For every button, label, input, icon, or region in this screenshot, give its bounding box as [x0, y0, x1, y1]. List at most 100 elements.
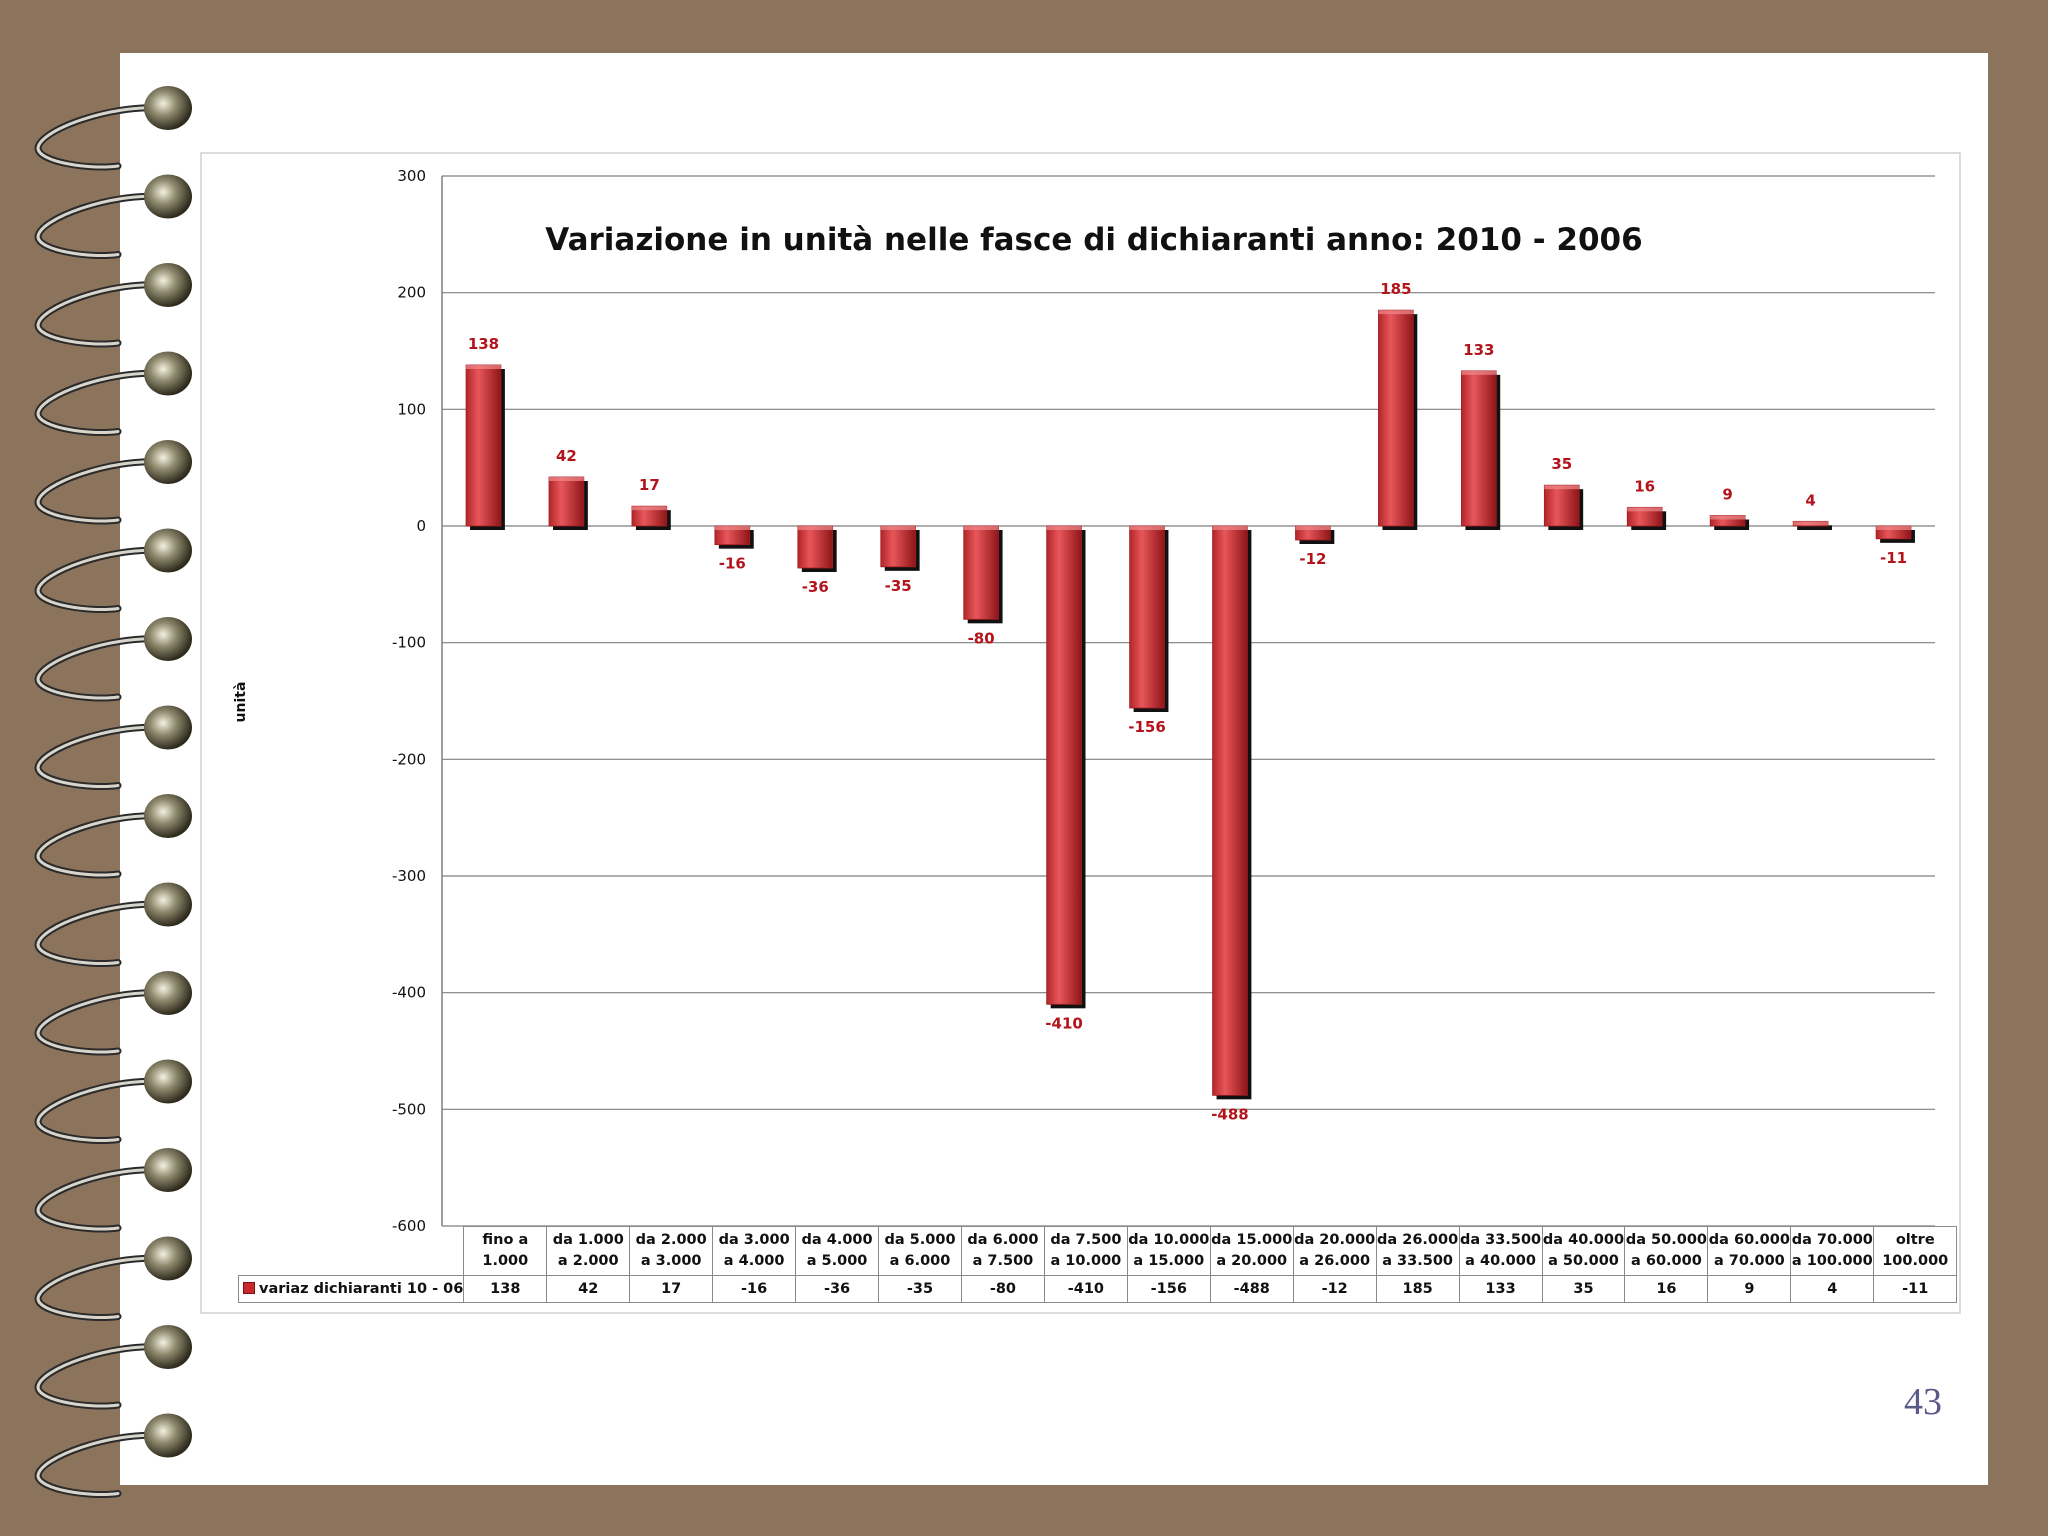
- table-value-cell: 4: [1790, 1275, 1875, 1303]
- table-value-cell: -11: [1873, 1275, 1958, 1303]
- data-label: 9: [1722, 486, 1732, 504]
- bar: [465, 364, 502, 527]
- legend-key: [243, 1281, 255, 1294]
- page-number: 43: [1904, 1381, 1942, 1423]
- bar-highlight: [1627, 507, 1663, 512]
- bar-highlight: [797, 526, 833, 530]
- data-label: -11: [1880, 549, 1907, 567]
- binding-hole: [144, 1413, 192, 1458]
- bar: [963, 525, 999, 620]
- bar: [797, 525, 834, 569]
- data-label: -12: [1299, 550, 1326, 568]
- bar: [1129, 525, 1165, 709]
- table-value-cell: -488: [1209, 1275, 1294, 1303]
- table-category-cell: oltre 100.000: [1873, 1226, 1958, 1276]
- bar-highlight: [1295, 526, 1331, 530]
- table-category-cell: da 2.000 a 3.000: [629, 1226, 714, 1276]
- data-label: 133: [1463, 341, 1494, 359]
- table-value-cell: -156: [1126, 1275, 1211, 1303]
- bar-highlight: [1212, 526, 1248, 530]
- y-tick-label: -300: [392, 867, 426, 885]
- bars: [465, 309, 1915, 1100]
- table-value-cell: 17: [629, 1275, 714, 1303]
- table-category-cell: fino a 1.000: [463, 1226, 548, 1276]
- spiral-wire-highlight: [36, 371, 167, 435]
- y-tick-label: 200: [397, 284, 426, 302]
- spiral-wire-highlight: [36, 637, 167, 700]
- bar: [1543, 484, 1580, 527]
- legend-entry: variaz dichiaranti 10 - 06: [237, 1275, 465, 1303]
- table-value-cell: -16: [712, 1275, 797, 1303]
- spiral-wire-highlight: [36, 1433, 167, 1497]
- data-label: 17: [639, 476, 660, 494]
- table-category-cell: da 1.000 a 2.000: [546, 1226, 631, 1276]
- table-category-cell: da 4.000 a 5.000: [795, 1226, 880, 1276]
- binding-hole: [144, 263, 192, 307]
- spiral-wire-highlight: [36, 1345, 167, 1408]
- table-value-cell: 9: [1707, 1275, 1792, 1303]
- binding-hole: [144, 794, 192, 838]
- spiral-wire-highlight: [36, 1256, 167, 1320]
- binding-hole: [144, 617, 192, 661]
- spiral-wire-highlight: [36, 194, 167, 258]
- spiral-wire-highlight: [36, 991, 167, 1054]
- data-label: -35: [885, 577, 912, 595]
- legend-label: variaz dichiaranti 10 - 06: [259, 1280, 464, 1297]
- table-category-cell: da 40.000 a 50.000: [1541, 1226, 1626, 1276]
- spiral-wire-highlight: [36, 1079, 167, 1143]
- table-value-cell: 138: [463, 1275, 548, 1303]
- data-label: -16: [719, 555, 746, 573]
- bar-highlight: [1876, 526, 1911, 530]
- bar-highlight: [714, 526, 750, 530]
- binding-hole: [144, 705, 192, 750]
- bar: [1046, 525, 1082, 1005]
- spiral-wire-highlight: [36, 902, 167, 966]
- binding-hole: [144, 1148, 192, 1192]
- y-tick-label: 0: [416, 517, 426, 535]
- table-category-cell: da 5.000 a 6.000: [878, 1226, 962, 1276]
- data-label: 185: [1380, 280, 1411, 298]
- spiral-wire-highlight: [36, 283, 167, 346]
- bar-highlight: [1793, 521, 1829, 526]
- table-category-cell: da 33.500 a 40.000: [1458, 1226, 1543, 1276]
- table-value-cell: 35: [1541, 1275, 1626, 1303]
- bar-highlight: [548, 477, 584, 481]
- spiral-wire-highlight: [36, 814, 167, 877]
- binding-hole: [144, 971, 192, 1015]
- binding-hole: [144, 174, 192, 219]
- data-label: -488: [1211, 1105, 1249, 1123]
- y-tick-label: 100: [397, 400, 426, 418]
- data-labels: 138 42 17 -16 -36 -35 -80 -410 -156 -488 -12 185 133…: [468, 280, 1907, 1123]
- binding-hole: [144, 1325, 192, 1369]
- spiral-wire-highlight: [36, 106, 167, 169]
- chart-title: Variazione in unità nelle fasce di dichi…: [545, 222, 1642, 258]
- spiral-wire-highlight: [36, 725, 167, 789]
- table-value-cell: 42: [546, 1275, 631, 1303]
- data-label: -36: [802, 578, 829, 596]
- binding-hole: [144, 882, 192, 927]
- bar: [1460, 370, 1497, 527]
- binding-hole: [144, 1059, 192, 1104]
- category-row: fino a 1.000 da 1.000 a 2.000 da 2.000 a 3…: [238, 1226, 1958, 1276]
- bar-highlight: [1710, 515, 1746, 520]
- bar: [1378, 309, 1414, 527]
- bar-highlight: [1461, 370, 1497, 375]
- data-label: 4: [1805, 491, 1815, 509]
- bar-shadow: [1797, 525, 1833, 530]
- binding-hole: [144, 1236, 192, 1281]
- bar: [548, 476, 585, 527]
- bar-highlight: [1378, 310, 1414, 315]
- binding-hole: [144, 86, 192, 130]
- table-category-cell: da 20.000 a 26.000: [1292, 1226, 1377, 1276]
- bar-highlight: [1544, 485, 1580, 490]
- table-value-cell: -410: [1043, 1275, 1128, 1303]
- y-axis-label: unità: [233, 682, 249, 723]
- table-category-cell: da 26.000 a 33.500: [1375, 1226, 1460, 1276]
- table-category-cell: da 60.000 a 70.000: [1707, 1226, 1792, 1276]
- bar-highlight: [880, 526, 916, 530]
- bar: [880, 525, 917, 568]
- y-tick-label: -100: [392, 634, 426, 652]
- spiral-wire-highlight: [36, 548, 167, 612]
- data-label: 35: [1551, 455, 1572, 473]
